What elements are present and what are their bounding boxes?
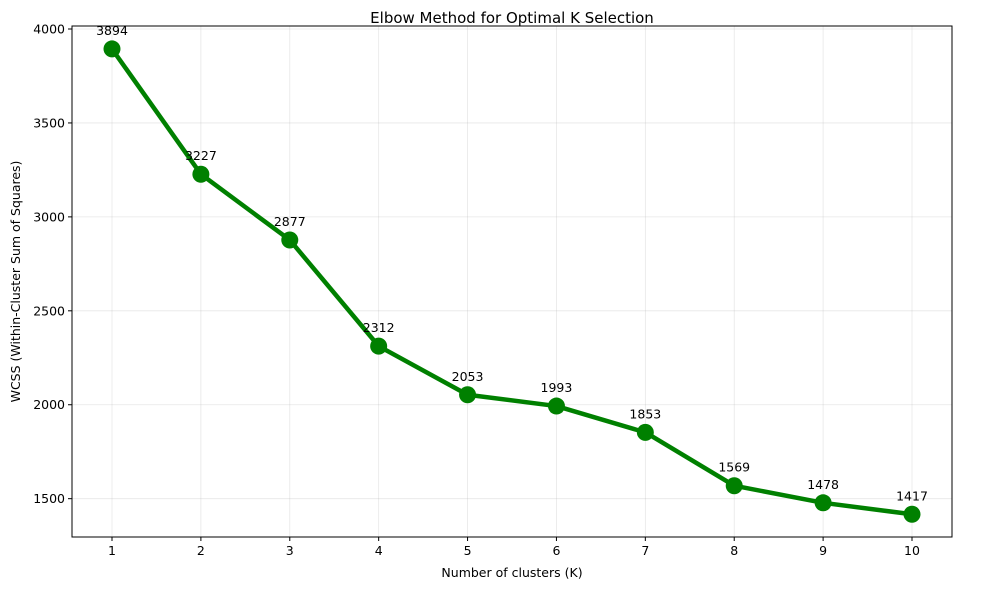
data-point (903, 505, 921, 523)
data-point (103, 40, 121, 58)
x-tick-label: 6 (552, 543, 560, 558)
x-tick-label: 1 (108, 543, 116, 558)
data-label: 1853 (629, 406, 661, 421)
data-point (725, 477, 743, 495)
y-tick-label: 2000 (33, 397, 65, 412)
y-tick-label: 3000 (33, 209, 65, 224)
x-axis-label: Number of clusters (K) (441, 565, 582, 580)
data-point (547, 397, 565, 415)
x-tick-label: 8 (730, 543, 738, 558)
data-labels: 3894 3227 2877 2312 2053 1993 1853 1569 1478 1417 (96, 23, 928, 503)
data-label: 1569 (718, 460, 750, 475)
data-point (192, 165, 210, 183)
x-tick-label: 2 (197, 543, 205, 558)
data-label: 2312 (363, 320, 395, 335)
axis-ticks: 1 2 3 4 5 6 7 8 9 10 1500 2000 2500 3000 3500 4000 (33, 22, 920, 558)
data-label: 2877 (274, 214, 306, 229)
data-label: 3227 (185, 148, 217, 163)
x-tick-label: 3 (286, 543, 294, 558)
y-tick-label: 4000 (33, 22, 65, 37)
data-label: 3894 (96, 23, 128, 38)
y-axis-label: WCSS (Within-Cluster Sum of Squares) (8, 161, 23, 403)
data-point (281, 231, 299, 249)
x-tick-label: 4 (375, 543, 383, 558)
chart-title: Elbow Method for Optimal K Selection (370, 9, 654, 27)
x-tick-label: 10 (904, 543, 920, 558)
y-tick-label: 2500 (33, 303, 65, 318)
data-label: 1478 (807, 477, 839, 492)
data-label: 1417 (896, 488, 928, 503)
data-point (370, 337, 388, 355)
grid (72, 26, 952, 537)
series (103, 40, 921, 523)
data-point (814, 494, 832, 512)
y-tick-label: 1500 (33, 491, 65, 506)
plot-frame (71, 25, 953, 538)
x-tick-label: 9 (819, 543, 827, 558)
y-tick-label: 3500 (33, 115, 65, 130)
data-label: 1993 (541, 380, 573, 395)
x-tick-label: 5 (464, 543, 472, 558)
series-line (109, 46, 915, 517)
x-tick-label: 7 (641, 543, 649, 558)
data-point (459, 386, 477, 404)
data-point (636, 423, 654, 441)
data-label: 2053 (452, 369, 484, 384)
